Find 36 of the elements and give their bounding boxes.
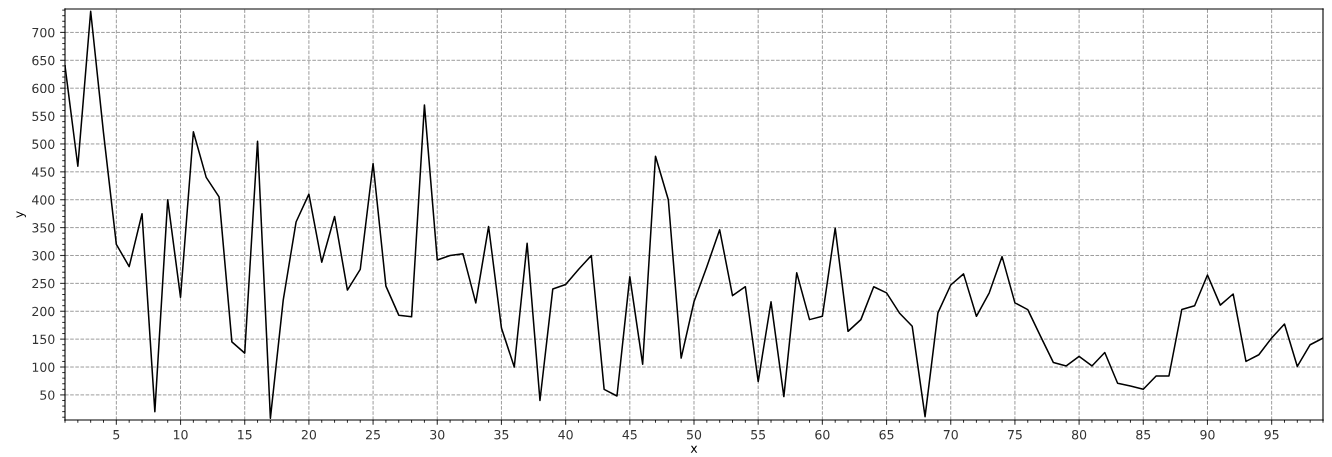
y-axis-title: y <box>16 211 26 218</box>
y-tick-label: 150 <box>32 334 55 345</box>
y-tick-label: 50 <box>40 390 55 400</box>
x-tick-label: 55 <box>751 430 766 440</box>
x-tick-label: 50 <box>687 429 702 440</box>
y-tick-label: 400 <box>32 195 55 205</box>
y-tick-label: 550 <box>32 111 55 121</box>
y-tick-label: 650 <box>32 55 55 66</box>
y-tick-label: 100 <box>32 362 55 372</box>
x-tick-label: 60 <box>815 429 830 440</box>
y-tick-label: 250 <box>32 278 55 289</box>
y-tick-label: 700 <box>32 27 55 38</box>
x-tick-label: 15 <box>238 430 252 440</box>
x-tick-label: 10 <box>173 429 188 440</box>
x-tick-label: 85 <box>1136 429 1151 440</box>
x-axis-title: x <box>690 445 698 453</box>
x-tick-label: 20 <box>301 429 317 440</box>
y-tick-label: 200 <box>32 306 55 317</box>
y-tick-label: 500 <box>32 139 55 149</box>
x-tick-label: 40 <box>558 429 573 440</box>
x-tick-label: 70 <box>943 429 958 440</box>
y-tick-label: 350 <box>32 223 55 233</box>
x-tick-label: 65 <box>879 429 894 440</box>
line-series <box>65 10 1323 420</box>
x-tick-label: 5 <box>113 430 120 440</box>
y-tick-label: 300 <box>32 250 55 261</box>
x-tick-label: 90 <box>1200 429 1215 440</box>
x-tick-label: 30 <box>430 429 445 440</box>
x-tick-label: 25 <box>366 429 380 440</box>
x-tick-label: 35 <box>494 429 509 440</box>
x-tick-label: 75 <box>1007 430 1022 440</box>
x-tick-label: 45 <box>622 430 637 440</box>
x-tick-label: 80 <box>1072 429 1087 440</box>
y-tick-label: 450 <box>32 167 55 177</box>
y-tick-label: 600 <box>32 83 55 94</box>
x-tick-label: 95 <box>1264 429 1279 440</box>
